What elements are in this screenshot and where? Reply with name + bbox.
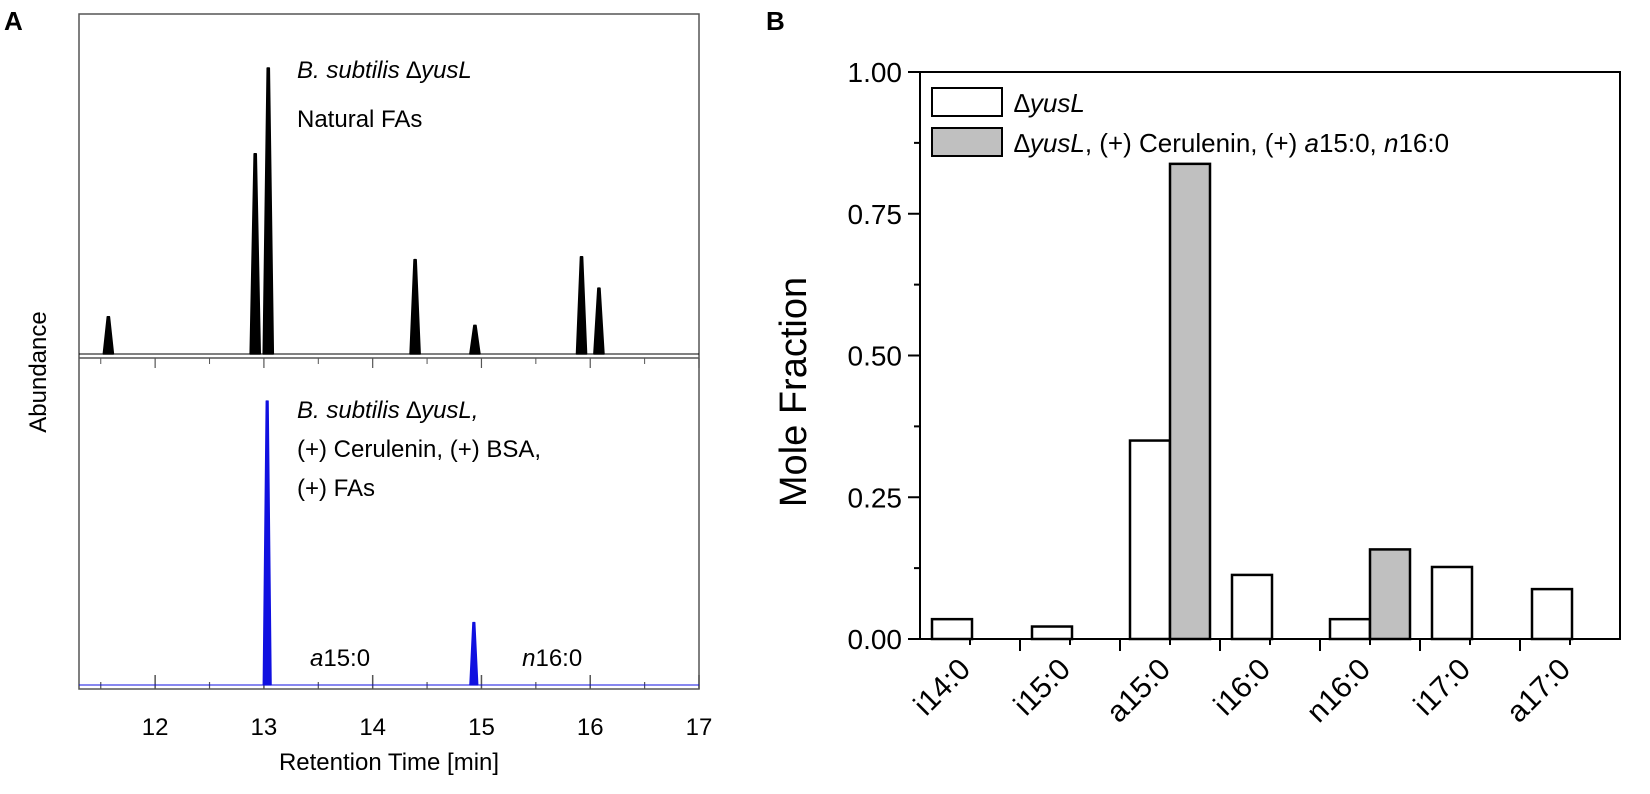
panel-b-bars	[930, 162, 1574, 641]
top-peak-5	[469, 324, 481, 355]
panel-b-bar-chart: 0.00 0.25 0.50 0.75 1.00 i14:0 i15:0 a15:0 i16:…	[773, 57, 1621, 729]
panel-b-legend: ∆yusL ∆yusL, (+) Cerulenin, (+) a15:0, n…	[931, 87, 1449, 158]
bar-yusl-cerulenin-n16_0	[1368, 548, 1412, 641]
legend-swatch-yusl	[931, 87, 1003, 117]
panel-a-x-tick-label-17: 17	[686, 714, 713, 741]
panel-a-x-tick-label-13: 13	[251, 714, 278, 741]
annotation-a15-0-prefix: a	[310, 645, 323, 672]
bar-yusl-i16_0	[1230, 573, 1274, 641]
bottom-label-strain: yusL,	[419, 397, 478, 424]
category-label-a17_0: a17:0	[1501, 653, 1577, 729]
top-peak-7	[593, 287, 605, 355]
top-label-strain: yusL	[419, 57, 472, 84]
top-subplot-label-line1: B. subtilis ∆yusL	[297, 57, 472, 84]
panel-letter-a: A	[4, 6, 23, 36]
legend-cer-mid: 15:0,	[1319, 128, 1384, 158]
annotation-a15-0-text: 15:0	[323, 645, 370, 672]
top-subplot-label-line2: Natural FAs	[297, 106, 422, 133]
top-peak-6	[575, 255, 588, 355]
bar-yusl-a17_0	[1530, 587, 1574, 641]
category-label-i17_0: i17:0	[1408, 653, 1477, 722]
top-peak-2	[249, 153, 262, 355]
annotation-n16-0-text: 16:0	[535, 645, 582, 672]
panel-b-y-tick-label-1_00: 1.00	[848, 57, 903, 88]
top-label-species: B. subtilis	[297, 57, 406, 84]
panel-a-y-axis-label: Abundance	[25, 311, 52, 432]
legend-swatch-yusl-cerulenin	[931, 127, 1003, 157]
panel-b-y-tick-label-0_25: 0.25	[848, 482, 903, 513]
panel-a-x-axis-label: Retention Time [min]	[279, 749, 499, 776]
top-peak-1	[102, 316, 115, 355]
bottom-label-delta: ∆	[406, 397, 421, 424]
bottom-peak-2	[469, 621, 479, 686]
top-peak-3	[262, 67, 275, 355]
panel-a-x-ticks: 12 13 14 15 16 17	[100, 358, 713, 741]
bar-yusl-a15_0	[1128, 439, 1172, 641]
top-label-delta: ∆	[406, 57, 421, 84]
panel-b-y-tick-label-0_50: 0.50	[848, 341, 903, 372]
panel-a-x-tick-label-14: 14	[359, 714, 386, 741]
bar-yusl-n16_0	[1328, 617, 1372, 641]
panel-b-y-axis-label: Mole Fraction	[773, 277, 815, 507]
panel-letter-b: B	[766, 6, 785, 36]
legend-label-yusl-cerulenin: ∆yusL, (+) Cerulenin, (+) a15:0, n16:0	[1014, 128, 1449, 158]
annotation-a15-0: a15:0	[310, 645, 370, 672]
panel-a-x-tick-label-15: 15	[468, 714, 495, 741]
legend-cer-rest: , (+) Cerulenin, (+)	[1085, 128, 1305, 158]
bottom-subplot-label-line2: (+) Cerulenin, (+) BSA,	[297, 436, 541, 463]
annotation-n16-0-prefix: n	[522, 645, 535, 672]
legend-yusl-italic: ∆yusL	[1014, 88, 1085, 118]
bar-yusl-i17_0	[1430, 565, 1474, 641]
legend-cer-italic: ∆yusL	[1014, 128, 1085, 158]
panel-b-y-tick-label-0_75: 0.75	[848, 199, 903, 230]
category-label-i16_0: i16:0	[1208, 653, 1277, 722]
bar-yusl-cerulenin-a15_0	[1168, 162, 1212, 641]
bottom-subplot-label-line3: (+) FAs	[297, 475, 375, 502]
bottom-subplot-label-line1: B. subtilis ∆yusL,	[297, 397, 478, 424]
top-peak-4	[409, 258, 421, 355]
category-label-i15_0: i15:0	[1008, 653, 1077, 722]
panel-b-x-axis: i14:0 i15:0 a15:0 i16:0 n16:0 i17:0 a17:0	[908, 639, 1577, 729]
legend-cer-end: 16:0	[1398, 128, 1449, 158]
bar-yusl-i14_0	[930, 617, 974, 641]
category-label-n16_0: n16:0	[1301, 653, 1377, 729]
legend-cer-n: n	[1384, 128, 1398, 158]
annotation-n16-0: n16:0	[522, 645, 582, 672]
panel-a-chromatogram: 12 13 14 15 16 17 B. subtilis ∆yusL Natural F…	[25, 13, 713, 776]
panel-b-y-tick-label-0_00: 0.00	[848, 624, 903, 655]
category-label-a15_0: a15:0	[1101, 653, 1177, 729]
bottom-peak-1	[262, 400, 272, 686]
panel-a-x-tick-label-16: 16	[577, 714, 604, 741]
category-label-i14_0: i14:0	[908, 653, 977, 722]
bottom-label-species: B. subtilis	[297, 397, 406, 424]
panel-a-peaks	[79, 67, 699, 686]
panel-a-x-tick-label-12: 12	[142, 714, 169, 741]
bar-yusl-i15_0	[1030, 625, 1074, 641]
panel-a-plot-frame	[78, 13, 700, 690]
legend-cer-a: a	[1304, 128, 1318, 158]
legend-label-yusl: ∆yusL	[1014, 88, 1085, 118]
panel-b-y-axis: 0.00 0.25 0.50 0.75 1.00	[848, 57, 920, 655]
